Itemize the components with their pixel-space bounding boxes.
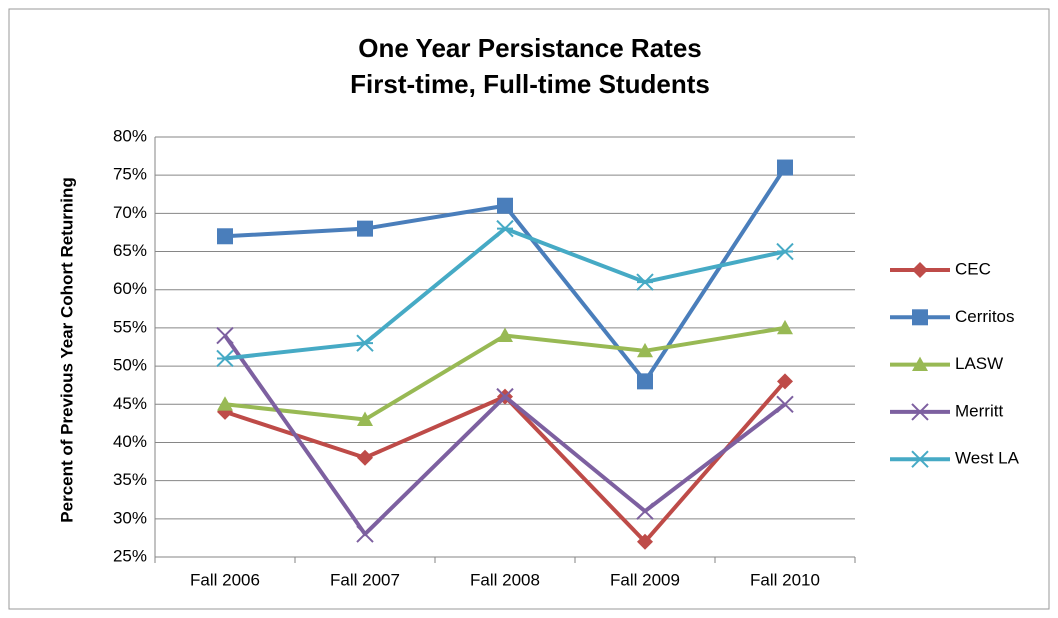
point-marker xyxy=(357,449,373,466)
chart-title: One Year Persistance Rates xyxy=(358,33,702,63)
point-marker xyxy=(356,525,374,543)
y-tick-label: 25% xyxy=(113,546,147,565)
legend-label: LASW xyxy=(955,354,1003,373)
point-marker xyxy=(357,411,373,426)
x-tick-label: Fall 2010 xyxy=(750,570,820,589)
legend-marker xyxy=(912,309,928,326)
point-marker xyxy=(496,387,514,406)
point-marker xyxy=(637,342,653,358)
point-marker xyxy=(777,319,793,335)
point-marker xyxy=(356,334,374,352)
y-tick-label: 45% xyxy=(113,394,147,413)
legend-marker xyxy=(911,403,929,421)
y-tick-label: 50% xyxy=(113,356,147,375)
y-axis-label: Percent of Previous Year Cohort Returnin… xyxy=(57,177,76,522)
point-marker xyxy=(357,220,373,237)
chart-frame xyxy=(8,8,1050,610)
point-marker xyxy=(216,326,234,345)
y-tick-label: 55% xyxy=(113,317,147,336)
legend-marker xyxy=(911,450,929,468)
point-marker xyxy=(217,396,233,411)
point-marker xyxy=(497,197,513,214)
y-tick-label: 65% xyxy=(113,241,147,260)
point-marker xyxy=(776,242,794,261)
point-marker xyxy=(636,273,654,291)
y-tick-label: 60% xyxy=(113,279,147,298)
point-marker xyxy=(497,327,513,342)
legend-marker xyxy=(912,262,928,278)
legend-label: Cerritos xyxy=(955,307,1015,326)
y-tick-label: 75% xyxy=(113,165,147,184)
legend-marker xyxy=(912,356,928,371)
x-tick-label: Fall 2009 xyxy=(610,570,680,589)
y-tick-label: 40% xyxy=(113,432,147,451)
point-marker xyxy=(636,502,654,520)
y-tick-label: 70% xyxy=(113,203,147,222)
point-marker xyxy=(217,228,233,245)
point-marker xyxy=(776,395,794,413)
legend-label: Merritt xyxy=(955,401,1003,420)
point-marker xyxy=(637,533,653,550)
point-marker xyxy=(777,159,793,176)
point-marker xyxy=(496,219,514,238)
x-tick-label: Fall 2006 xyxy=(190,570,260,589)
y-tick-label: 30% xyxy=(113,508,147,527)
point-marker xyxy=(216,349,234,368)
legend-label: CEC xyxy=(955,259,991,278)
legend-label: West LA xyxy=(955,449,1020,468)
x-tick-label: Fall 2008 xyxy=(470,570,540,589)
point-marker xyxy=(637,373,653,390)
point-marker xyxy=(777,373,793,390)
y-tick-label: 35% xyxy=(113,470,147,489)
y-tick-label: 80% xyxy=(113,126,147,145)
chart-subtitle: First-time, Full-time Students xyxy=(350,69,710,99)
x-tick-label: Fall 2007 xyxy=(330,570,400,589)
